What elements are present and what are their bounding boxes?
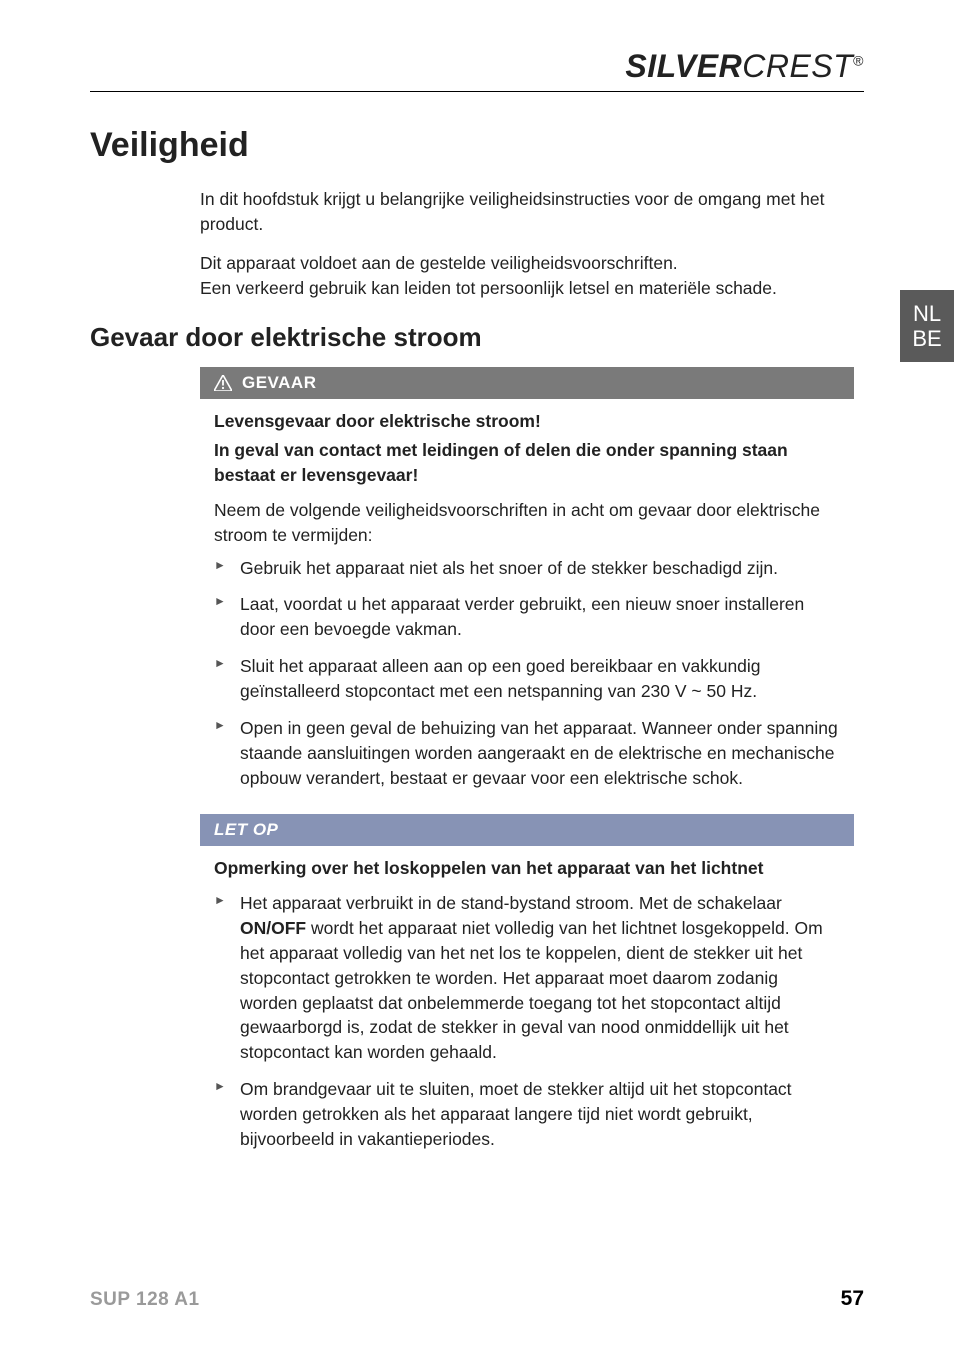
brand-thin: CREST: [742, 48, 853, 84]
language-tab: NL BE: [900, 290, 954, 362]
danger-item: Laat, voordat u het apparaat verder gebr…: [214, 592, 840, 642]
note-label: LET OP: [214, 820, 278, 840]
page-title: Veiligheid: [90, 126, 864, 165]
note-item1-strong: ON/OFF: [240, 918, 306, 938]
danger-label: GEVAAR: [242, 373, 316, 393]
note-body: Opmerking over het loskoppelen van het a…: [200, 846, 854, 1169]
intro-block: In dit hoofdstuk krijgt u belangrijke ve…: [200, 187, 854, 300]
page-number: 57: [841, 1287, 864, 1311]
note-head: LET OP: [200, 814, 854, 846]
danger-body: Levensgevaar door elektrische stroom! In…: [200, 399, 854, 808]
danger-head: GEVAAR: [200, 367, 854, 399]
danger-item: Sluit het apparaat alleen aan op een goe…: [214, 654, 840, 704]
danger-item: Open in geen geval de behuizing van het …: [214, 716, 840, 791]
intro-p2: Dit apparaat voldoet aan de gestelde vei…: [200, 251, 854, 301]
intro-p2b: Een verkeerd gebruik kan leiden tot pers…: [200, 278, 777, 298]
note-item-2: Om brandgevaar uit te sluiten, moet de s…: [214, 1077, 840, 1152]
brand-bold: SILVER: [625, 48, 742, 84]
note-list: Het apparaat verbruikt in de stand-bysta…: [214, 891, 840, 1151]
danger-list: Gebruik het apparaat niet als het snoer …: [214, 556, 840, 791]
page-footer: SUP 128 A1 57: [90, 1287, 864, 1311]
lang-line2: BE: [912, 326, 941, 351]
note-item-1: Het apparaat verbruikt in de stand-bysta…: [214, 891, 840, 1065]
danger-h1: Levensgevaar door elektrische stroom!: [214, 409, 840, 434]
section-subhead: Gevaar door elektrische stroom: [90, 322, 864, 353]
note-item1-post: wordt het apparaat niet volledig van het…: [240, 918, 823, 1062]
brand-logo: SILVERCREST®: [90, 48, 864, 85]
note-item1-pre: Het apparaat verbruikt in de stand-bysta…: [240, 893, 782, 913]
danger-lead: Neem de volgende veiligheidsvoorschrifte…: [214, 498, 840, 548]
intro-p1: In dit hoofdstuk krijgt u belangrijke ve…: [200, 187, 854, 237]
header-rule: [90, 91, 864, 92]
page: SILVERCREST® NL BE Veiligheid In dit hoo…: [0, 0, 954, 1355]
note-box: LET OP Opmerking over het loskoppelen va…: [200, 814, 854, 1169]
note-h1: Opmerking over het loskoppelen van het a…: [214, 856, 840, 881]
danger-box: GEVAAR Levensgevaar door elektrische str…: [200, 367, 854, 808]
lang-line1: NL: [913, 301, 941, 326]
warning-triangle-icon: [214, 375, 232, 391]
model-label: SUP 128 A1: [90, 1289, 200, 1311]
danger-item: Gebruik het apparaat niet als het snoer …: [214, 556, 840, 581]
intro-p2a: Dit apparaat voldoet aan de gestelde vei…: [200, 253, 678, 273]
brand-reg: ®: [853, 52, 864, 68]
danger-h2: In geval van contact met leidingen of de…: [214, 438, 840, 488]
